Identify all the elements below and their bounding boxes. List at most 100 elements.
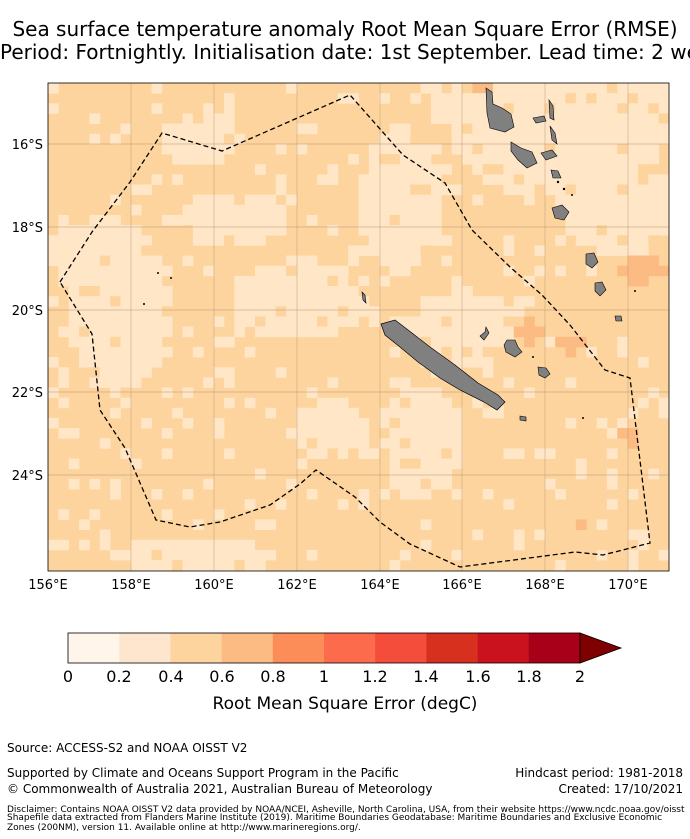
rmse-cell — [503, 377, 515, 388]
rmse-cell — [68, 214, 80, 226]
rmse-cell — [327, 286, 339, 297]
rmse-cell — [213, 133, 225, 145]
rmse-cell — [399, 204, 411, 216]
rmse-cell — [410, 255, 421, 267]
rmse-cell — [627, 549, 639, 561]
rmse-cell — [586, 123, 597, 135]
rmse-cell — [534, 529, 546, 541]
rmse-cell — [420, 154, 432, 165]
rmse-cell — [130, 336, 142, 348]
rmse-cell — [110, 316, 121, 327]
rmse-cell — [472, 83, 484, 94]
rmse-cell — [462, 286, 473, 297]
rmse-cell — [379, 143, 390, 155]
rmse-cell — [575, 174, 587, 185]
rmse-cell — [420, 438, 432, 449]
espiritu-santo-island — [485, 87, 515, 133]
rmse-cell — [379, 225, 390, 236]
rmse-cell — [58, 509, 70, 520]
rmse-cell — [265, 225, 277, 236]
rmse-cell — [451, 113, 463, 124]
rmse-cell — [524, 143, 535, 155]
rmse-cell — [575, 194, 587, 206]
rmse-cell — [606, 225, 618, 236]
rmse-cell — [637, 235, 649, 246]
rmse-cell — [410, 194, 421, 206]
rmse-cell — [58, 225, 70, 236]
rmse-cell — [182, 113, 194, 124]
rmse-cell — [503, 265, 515, 277]
rmse-cell — [296, 428, 308, 439]
rmse-cell — [472, 397, 484, 409]
rmse-cell — [430, 204, 442, 216]
rmse-cell — [68, 235, 80, 246]
rmse-cell — [99, 255, 111, 267]
rmse-cell — [306, 428, 318, 439]
rmse-cell — [555, 164, 566, 175]
rmse-cell — [534, 164, 546, 175]
rmse-cell — [223, 397, 235, 409]
rmse-cell — [555, 154, 566, 165]
colorbar-box — [119, 633, 171, 663]
rmse-cell — [141, 275, 152, 287]
rmse-cell — [120, 123, 132, 135]
rmse-cell — [358, 489, 370, 500]
rmse-cell — [203, 478, 214, 490]
rmse-cell — [637, 397, 649, 409]
rmse-cell — [648, 154, 660, 165]
rmse-cell — [524, 336, 535, 348]
rmse-cell — [306, 286, 318, 297]
rmse-cell — [99, 245, 111, 256]
rmse-cell — [637, 357, 649, 368]
rmse-cell — [182, 123, 194, 135]
rmse-cell — [68, 306, 80, 317]
rmse-cell — [596, 83, 608, 94]
rmse-cell — [399, 184, 411, 196]
rmse-cell — [420, 407, 432, 419]
rmse-cell — [617, 113, 628, 124]
rmse-cell — [234, 235, 246, 246]
rmse-cell — [575, 154, 587, 165]
rmse-cell — [151, 83, 163, 94]
rmse-cell — [89, 377, 101, 388]
rmse-cell — [223, 560, 235, 571]
rmse-cell — [368, 306, 380, 317]
rmse-cell — [368, 448, 380, 459]
rmse-cell — [161, 448, 173, 459]
rmse-cell — [606, 103, 618, 114]
rmse-cell — [472, 154, 484, 165]
rmse-cell — [296, 275, 308, 287]
rmse-cell — [462, 154, 473, 165]
rmse-cell — [130, 245, 142, 256]
rmse-cell — [441, 407, 453, 419]
rmse-cell — [627, 245, 639, 256]
rmse-cell — [420, 225, 432, 236]
rmse-cell — [524, 133, 535, 145]
rmse-cell — [358, 286, 370, 297]
rmse-cell — [296, 123, 308, 135]
rmse-cell — [493, 174, 504, 185]
rmse-cell — [306, 417, 318, 429]
rmse-cell — [544, 143, 556, 155]
rmse-cell — [68, 265, 80, 277]
rmse-cell — [617, 204, 628, 216]
rmse-cell — [182, 225, 194, 236]
rmse-cell — [286, 316, 297, 327]
rmse-cell — [255, 326, 266, 338]
rmse-cell — [430, 103, 442, 114]
rmse-cell — [337, 417, 349, 429]
rmse-cell — [410, 235, 421, 246]
rmse-cell — [524, 93, 535, 104]
rmse-cell — [606, 214, 618, 226]
rmse-cell — [151, 296, 163, 307]
rmse-cell — [420, 245, 432, 256]
rmse-cell — [203, 113, 214, 124]
rmse-cell — [337, 306, 349, 317]
rmse-cell — [565, 174, 577, 185]
rmse-cell — [389, 438, 401, 449]
rmse-cell — [223, 143, 235, 155]
rmse-cell — [451, 275, 463, 287]
rmse-cell — [161, 549, 173, 561]
rmse-cell — [379, 164, 390, 175]
rmse-cell — [79, 245, 90, 256]
